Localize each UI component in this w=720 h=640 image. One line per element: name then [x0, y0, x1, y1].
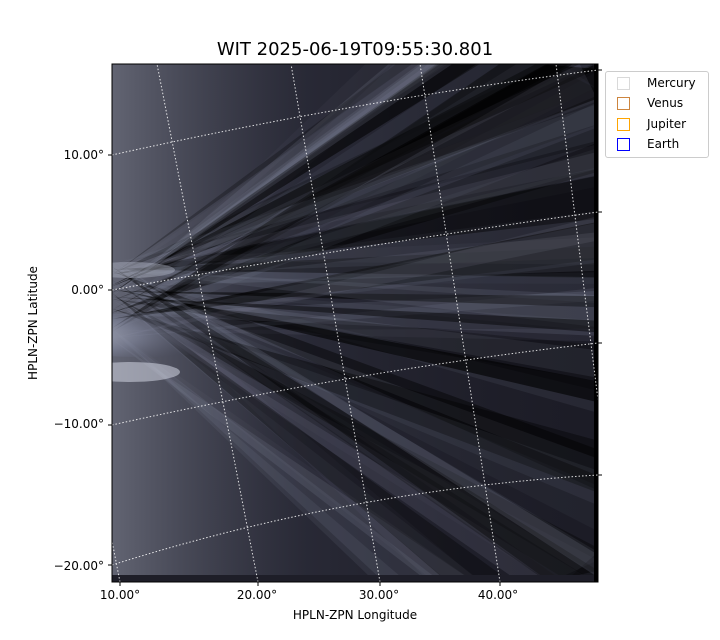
- y-tick-label: 10.00°: [63, 148, 104, 162]
- coronal-streak: [112, 232, 598, 288]
- coronal-streak: [112, 102, 598, 331]
- coronal-streak: [112, 302, 598, 506]
- coronal-streak: [112, 167, 598, 284]
- coronal-streak: [112, 328, 442, 582]
- coronal-streak: [112, 64, 412, 275]
- coronal-streak: [112, 295, 482, 582]
- legend-label: Mercury: [647, 76, 696, 90]
- solar-image: [112, 64, 598, 582]
- coronal-streak: [112, 64, 596, 316]
- coronal-streak: [112, 285, 598, 332]
- coronal-streak: [112, 216, 598, 339]
- coronal-streak: [112, 98, 598, 279]
- legend-swatch: [617, 137, 630, 151]
- coronal-streak: [112, 290, 598, 378]
- legend-item: Earth: [617, 134, 679, 154]
- legend-swatch: [617, 76, 630, 90]
- coronal-streak: [112, 279, 596, 582]
- coronal-streak: [112, 281, 598, 476]
- coronal-streak: [112, 305, 598, 582]
- y-tick-label: −10.00°: [53, 417, 104, 431]
- coronal-streak: [112, 292, 511, 582]
- legend-label: Earth: [647, 137, 680, 151]
- coronal-streak: [112, 148, 598, 302]
- legend-item: Jupiter: [617, 114, 686, 134]
- coronal-streak: [112, 339, 475, 582]
- legend-swatch: [617, 117, 630, 131]
- legend-label: Jupiter: [647, 117, 687, 131]
- legend-swatch: [617, 96, 630, 110]
- legend-label: Venus: [647, 96, 684, 110]
- coronal-streak: [112, 64, 440, 291]
- coronal-streak: [112, 269, 598, 328]
- coronal-streak: [112, 291, 598, 308]
- tick-marks: [108, 69, 602, 586]
- x-tick-label: 10.00°: [99, 588, 141, 602]
- coronal-streak: [112, 299, 598, 381]
- coronal-streak: [112, 95, 598, 301]
- coronal-streak: [112, 104, 598, 266]
- coronal-streak: [112, 127, 598, 313]
- legend: Mercury Venus Jupiter Earth: [605, 71, 709, 158]
- coronal-streak: [112, 329, 407, 582]
- grid-lines: [112, 64, 598, 582]
- coronal-streak: [112, 282, 598, 532]
- coronal-streak: [112, 64, 579, 332]
- x-tick-label: 30.00°: [358, 588, 400, 602]
- x-tick-label: 20.00°: [236, 588, 278, 602]
- coronal-streak: [112, 288, 598, 403]
- coronal-streak: [112, 64, 453, 295]
- y-axis-label: HPLN-ZPN Latitude: [26, 266, 40, 380]
- coronal-streak: [112, 175, 598, 275]
- coronal-streak: [112, 151, 598, 273]
- coronal-streak: [112, 329, 475, 582]
- coronal-streak: [112, 64, 480, 294]
- y-tick-label: 0.00°: [71, 283, 104, 297]
- coronal-streak: [112, 64, 574, 329]
- coronal-streak: [112, 144, 598, 267]
- coronal-streak: [112, 272, 598, 284]
- x-tick-label: 40.00°: [477, 588, 519, 602]
- coronal-streak: [112, 278, 598, 582]
- y-tick-label: −20.00°: [53, 559, 104, 573]
- coronal-streak: [112, 237, 598, 265]
- legend-item: Mercury: [617, 73, 696, 93]
- coronal-streak: [112, 64, 547, 308]
- coronal-streak: [112, 297, 598, 333]
- chart-title: WIT 2025-06-19T09:55:30.801: [216, 39, 494, 60]
- legend-item: Venus: [617, 93, 683, 113]
- coronal-streak: [112, 308, 598, 493]
- coronal-streak: [112, 64, 598, 285]
- coronal-streak: [112, 64, 438, 297]
- coronal-streak: [112, 222, 598, 323]
- coronal-streak: [112, 299, 570, 582]
- coronal-streak: [112, 270, 598, 491]
- axes-frame: [111, 63, 599, 583]
- coronal-streak: [112, 269, 598, 304]
- x-axis-label: HPLN-ZPN Longitude: [292, 608, 418, 622]
- coronal-streak: [112, 295, 598, 582]
- coronal-streak: [112, 64, 449, 278]
- coronal-streak: [112, 64, 598, 286]
